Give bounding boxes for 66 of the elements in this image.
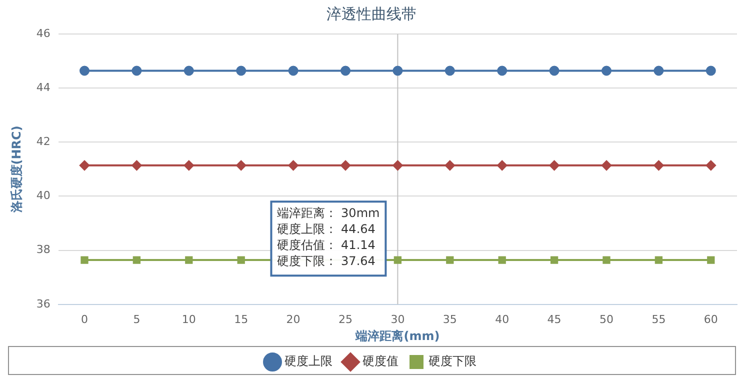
x-tick-label: 0 [80,312,88,326]
point [602,160,612,170]
point [654,66,664,76]
annotation: 端淬距离： 30mm [277,206,380,220]
y-tick-label: 40 [36,189,50,202]
point [236,66,246,76]
annotation: 硬度估值： 41.14 [277,238,376,252]
point [550,256,558,264]
point [132,66,142,76]
x-tick-label: 45 [547,312,562,326]
x-tick-label: 15 [234,312,248,326]
point [706,160,716,170]
point [444,66,455,76]
point [392,66,403,76]
point [446,256,454,264]
point [444,160,455,170]
point [707,256,715,264]
point [132,256,141,264]
legend-label: 硬度下限 [428,354,476,368]
x-tick-label: 50 [600,312,614,326]
point [79,66,90,76]
x-tick-label: 20 [286,312,300,326]
point [602,256,610,264]
point [498,256,506,264]
x-tick-label: 60 [704,312,718,326]
point [236,160,246,170]
point [549,160,560,170]
x-tick-label: 40 [495,312,510,326]
point [497,66,508,76]
point [132,160,142,170]
point [184,160,194,170]
y-axis-title: 洛氏硬度(HRC) [9,126,24,214]
x-axis-title: 端淬距离(mm) [354,328,440,343]
x-tick-label: 10 [182,312,196,326]
point [340,160,350,170]
point [288,66,298,76]
point [654,160,664,170]
chart-title: 淬透性曲线带 [326,4,416,23]
point [392,160,403,170]
y-tick-label: 38 [36,243,50,256]
point [340,66,350,76]
point [654,256,663,264]
point [288,160,298,170]
x-tick-label: 55 [652,312,666,326]
point [185,256,193,264]
x-tick-label: 35 [442,312,457,326]
point [549,66,560,76]
legend-label: 硬度值 [362,354,398,368]
point [706,66,716,76]
legend-label: 硬度上限 [284,354,332,368]
annotation: 硬度上限： 44.64 [277,222,376,236]
x-tick-label: 25 [338,312,352,326]
point [394,256,402,264]
y-tick-label: 36 [36,297,50,310]
point [79,160,90,170]
y-tick-label: 42 [36,135,50,148]
point [237,256,245,264]
point [497,160,508,170]
x-tick-label: 5 [133,312,140,326]
point [602,66,612,76]
annotation: 硬度下限： 37.64 [277,254,376,268]
y-tick-label: 46 [36,26,50,40]
point [80,256,88,264]
point [184,66,194,76]
x-tick-label: 30 [390,312,405,326]
y-tick-label: 44 [36,80,50,94]
